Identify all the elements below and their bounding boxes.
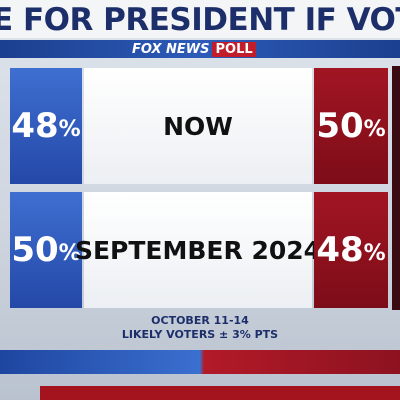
edge-panel: [392, 66, 400, 310]
right-unit: %: [363, 240, 386, 266]
result-row: 50% SEPTEMBER 2024 48%: [8, 192, 390, 308]
right-percent: 50%: [314, 68, 388, 184]
logo-poll: POLL: [212, 41, 256, 57]
left-percent: 48%: [10, 68, 82, 184]
row-label: NOW: [84, 68, 312, 184]
left-number: 50: [11, 230, 59, 270]
right-number: 48: [316, 230, 364, 270]
footer-note: LIKELY VOTERS ± 3% PTS: [121, 328, 279, 341]
right-percent: 48%: [314, 192, 388, 308]
title: E FOR PRESIDENT IF VOTING: [0, 2, 400, 38]
bottom-bar: [40, 386, 400, 400]
left-unit: %: [58, 240, 81, 266]
right-number: 50: [316, 106, 364, 146]
logo-strip: [0, 40, 400, 58]
title-bar: E FOR PRESIDENT IF VOTING: [0, 0, 400, 38]
right-unit: %: [363, 116, 386, 142]
logo: FOX NEWS POLL: [132, 40, 256, 58]
footer-date: OCTOBER 11-14: [151, 314, 249, 327]
left-number: 48: [11, 106, 59, 146]
left-percent: 50%: [10, 192, 82, 308]
logo-brand: FOX NEWS: [132, 41, 210, 57]
bottom-bar: [0, 350, 400, 374]
result-row: 48% NOW 50%: [8, 68, 390, 184]
left-unit: %: [58, 116, 81, 142]
row-label: SEPTEMBER 2024: [75, 192, 321, 308]
